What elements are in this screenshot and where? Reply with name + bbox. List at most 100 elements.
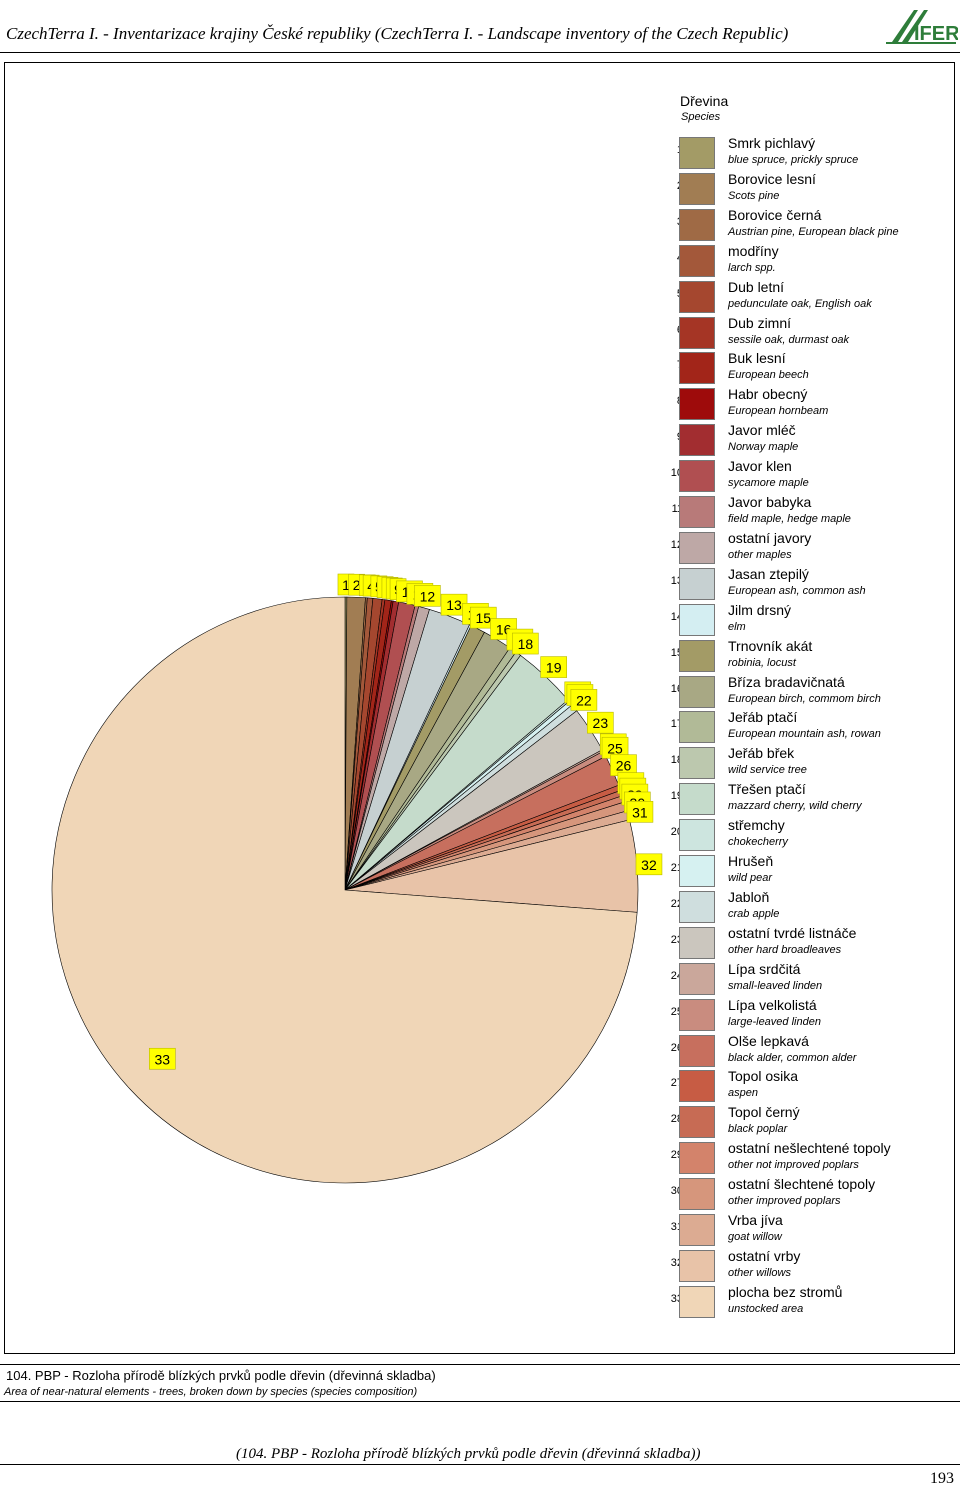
legend-label-english: aspen (728, 1087, 758, 1100)
header-divider (0, 52, 960, 53)
legend-label-czech: Jasan ztepilý (728, 565, 809, 582)
legend-label-english: pedunculate oak, English oak (728, 297, 872, 310)
legend-item-14: 14 Jilm drsný elm (660, 602, 950, 638)
legend-swatch (679, 783, 715, 816)
legend-item-4: 4modřínylarch spp. (660, 243, 950, 279)
slice-label-22: 22 (570, 689, 598, 711)
legend-item-10: 10 Javor klen sycamore maple (660, 458, 950, 494)
slice-label-12: 12 (414, 585, 441, 607)
legend-label-english: European hornbeam (728, 405, 829, 418)
legend-label-czech: Třešen ptačí (728, 781, 806, 798)
slice-label-15: 15 (469, 606, 497, 629)
legend-label-czech: Jabloň (728, 888, 770, 905)
legend-label-english: sycamore maple (728, 477, 809, 490)
page-number: 193 (930, 1470, 954, 1487)
legend-label-english: European mountain ash, rowan (728, 728, 881, 741)
legend-swatch (679, 819, 715, 852)
legend-title: Dřevina (680, 93, 729, 109)
svg-text:19: 19 (546, 660, 562, 676)
legend-swatch (679, 1285, 715, 1318)
legend-swatch (679, 639, 715, 672)
legend-item-13: 13 Jasan ztepilý European ash, common ash (660, 566, 950, 602)
legend-item-24: 24 Lípa srdčitá small-leaved linden (660, 961, 950, 997)
legend-label-english: wild pear (728, 872, 773, 884)
legend-swatch (679, 460, 715, 493)
legend-label-czech: ostatní nešlechtené topoly (728, 1140, 891, 1157)
slice-label-18: 18 (512, 632, 539, 655)
slice-label-32: 32 (635, 853, 663, 876)
legend-label-english: large-leaved linden (728, 1015, 821, 1028)
legend-label-english: European birch, commom birch (728, 692, 881, 705)
legend-swatch (679, 388, 715, 421)
legend-swatch (679, 1142, 715, 1175)
legend-label-english: sessile oak, durmast oak (728, 333, 850, 346)
legend-item-21: 21 Hrušeň wild pear (660, 853, 950, 889)
svg-text:18: 18 (518, 636, 534, 652)
legend-label-czech: Vrba jíva (728, 1212, 783, 1228)
legend-item-30: 30 ostatní šlechtené topoly other improved… (660, 1176, 950, 1212)
legend-label-czech: Buk lesní (728, 350, 786, 367)
legend-label-czech: Jeřáb břek (728, 745, 795, 762)
footer-divider (0, 1464, 960, 1465)
legend-item-19: 19 Třešen ptačí mazzard cherry, wild cherr… (660, 781, 950, 817)
legend-swatch (679, 496, 715, 528)
legend-label-english: chokecherry (728, 836, 788, 849)
legend-label-english: larch spp. (728, 261, 776, 274)
legend-swatch (679, 1070, 715, 1103)
svg-text:15: 15 (476, 610, 492, 626)
legend-label-czech: ostatní tvrdé listnáče (728, 924, 857, 941)
legend-item-27: 27 Topol osika aspen (660, 1068, 950, 1104)
caption-box (0, 1364, 960, 1402)
legend-label-english: Norway maple (728, 441, 799, 454)
legend-item-11: 11 Javor babyka field maple, hedge maple (660, 494, 950, 530)
svg-text:1: 1 (342, 577, 350, 593)
legend-swatch (679, 172, 715, 205)
legend-label-czech: Dub letní (728, 278, 785, 295)
legend-label-english: European ash, common ash (728, 584, 866, 597)
legend-label-english: other hard broadleaves (728, 943, 842, 956)
legend-swatch (679, 675, 715, 708)
legend-swatch (679, 998, 715, 1031)
legend-label-english: mazzard cherry, wild cherry (728, 800, 862, 813)
legend-label-czech: Topol černý (728, 1104, 800, 1121)
legend-label-english: crab apple (728, 907, 780, 920)
legend-label-czech: ostatní šlechtené topoly (728, 1176, 876, 1193)
legend-swatch (679, 603, 715, 636)
legend-label-czech: Borovice černá (728, 206, 822, 223)
legend-swatch (679, 855, 715, 887)
legend-label-english: other improved poplars (728, 1195, 841, 1208)
legend-label-english: black alder, common alder (728, 1051, 857, 1064)
legend-label-english: Scots pine (728, 189, 780, 202)
legend-label-czech: modříny (728, 242, 779, 259)
legend-item-23: 23 ostatní tvrdé listnáče other hard broad… (660, 925, 950, 961)
legend-label-english: other willows (728, 1266, 791, 1279)
legend-label-czech: Bříza bradavičnatá (728, 673, 845, 690)
legend-swatch (679, 137, 715, 169)
document-header-title: CzechTerra I. - Inventarizace krajiny Če… (6, 24, 789, 43)
legend-swatch (679, 1106, 715, 1139)
legend-label-english: Austrian pine, European black pine (728, 225, 899, 238)
legend-swatch (679, 208, 715, 241)
svg-text:23: 23 (593, 715, 609, 731)
legend-swatch (679, 280, 715, 313)
svg-text:22: 22 (576, 692, 592, 708)
legend-item-20: 20 střemchy chokecherry (660, 817, 950, 853)
legend-item-16: 16 Bříza bradavičnatá European birch, comm… (660, 674, 950, 710)
legend-swatch (679, 567, 715, 600)
legend-label-czech: Jeřáb ptačí (728, 709, 798, 726)
figure-caption-english: Area of near-natural elements - trees, b… (4, 1386, 418, 1398)
legend-swatch (679, 424, 715, 457)
legend-swatch (679, 1178, 715, 1211)
legend-swatch (679, 1249, 715, 1282)
legend-item-12: 12 ostatní javory other maples (660, 530, 950, 566)
legend-swatch (679, 747, 715, 780)
ifer-logo: IFER (886, 10, 958, 45)
legend-label-english: goat willow (728, 1231, 782, 1243)
svg-text:33: 33 (155, 1051, 171, 1067)
